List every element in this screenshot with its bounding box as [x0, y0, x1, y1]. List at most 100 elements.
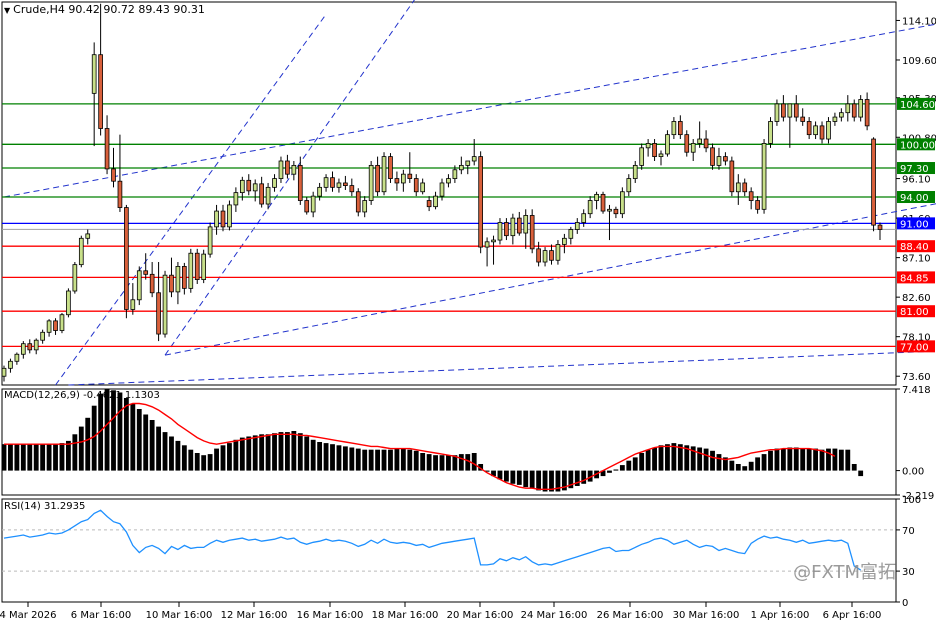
time-tick-label: 12 Mar 16:00 — [221, 610, 288, 621]
macd-bar — [381, 449, 387, 471]
candle-body — [278, 160, 284, 179]
candle-body — [182, 266, 187, 289]
macd-bar — [768, 450, 773, 471]
candle-body — [697, 138, 702, 144]
level-label: 77.00 — [900, 342, 929, 353]
macd-bar — [156, 426, 162, 471]
candle-body — [220, 210, 226, 228]
level-badge — [897, 97, 935, 110]
candle-body — [355, 191, 361, 213]
candle-body — [787, 103, 793, 118]
level-badge — [897, 305, 935, 318]
macd-bar — [355, 448, 361, 471]
macd-bar — [529, 470, 535, 489]
macd-bar — [169, 436, 174, 471]
candle-body — [368, 164, 374, 201]
candle-body — [343, 182, 348, 186]
macd-pane-frame — [1, 388, 897, 496]
macd-bar — [59, 443, 65, 471]
macd-bar — [710, 450, 715, 471]
macd-bar — [497, 470, 503, 480]
macd-bar — [297, 433, 303, 471]
candle-body — [259, 183, 264, 205]
candle-body — [104, 128, 110, 170]
rsi-tick-label: 100 — [902, 495, 921, 506]
macd-bar — [542, 470, 548, 492]
macd-bar — [697, 447, 703, 471]
candle-body — [716, 156, 722, 166]
macd-bar — [652, 447, 657, 471]
candle-body — [388, 156, 393, 179]
macd-bar — [46, 444, 52, 471]
price-pane-frame — [1, 1, 897, 386]
candle-body — [8, 360, 13, 369]
candle-body — [59, 314, 65, 331]
macd-bar — [1, 444, 7, 471]
candle-body — [549, 250, 554, 261]
price-pane[interactable]: 114.10109.60105.30100.8096.1091.6087.108… — [1, 0, 936, 386]
macd-bar — [65, 440, 71, 471]
candle-body — [542, 250, 548, 263]
macd-bar — [420, 452, 426, 471]
macd-bar — [510, 470, 516, 484]
candle-body — [246, 179, 252, 192]
candle-body — [864, 99, 870, 127]
macd-bar — [755, 457, 761, 471]
candle-body — [684, 134, 690, 153]
price-tick-label: 87.10 — [902, 254, 931, 265]
trendline — [164, 0, 415, 356]
candle-body — [381, 156, 387, 193]
macd-bar — [227, 443, 232, 471]
level-label: 104.60 — [900, 100, 935, 111]
macd-bar — [368, 449, 374, 471]
trendline — [3, 23, 936, 198]
candle-body — [265, 186, 271, 205]
candle-body — [304, 200, 310, 213]
macd-bar — [819, 449, 825, 471]
candle-body — [748, 191, 754, 201]
candle-body — [426, 200, 432, 208]
macd-bar — [14, 444, 20, 471]
macd-bar — [53, 444, 58, 471]
candle-body — [46, 320, 52, 333]
macd-bar — [291, 430, 297, 471]
candle-body — [91, 54, 97, 94]
candle-body — [845, 103, 851, 114]
macd-bar — [439, 455, 445, 471]
rsi-pane[interactable]: 100 70 30 0 — [1, 495, 921, 609]
macd-bar — [317, 441, 323, 471]
candle-body — [323, 177, 329, 188]
candle-body — [78, 237, 84, 266]
symbol-label: Crude,H4 — [13, 3, 65, 16]
macd-title: MACD(12,26,9) -0.4621 1.1303 — [4, 390, 160, 401]
macd-pane[interactable]: 7.418 0.00 -2.219 — [1, 385, 935, 502]
macd-bar — [619, 465, 625, 471]
macd-bar — [175, 440, 181, 471]
macd-bar — [716, 454, 722, 471]
candle-body — [169, 274, 174, 293]
macd-bar — [813, 448, 819, 471]
level-label: 100.00 — [900, 140, 935, 151]
candle-body — [458, 164, 464, 171]
candle-body — [497, 222, 503, 241]
candle-body — [336, 182, 342, 188]
macd-bar — [336, 445, 342, 471]
macd-bar — [516, 470, 522, 485]
macd-bar — [491, 470, 496, 477]
macd-bar — [503, 470, 509, 482]
level-label: 88.40 — [900, 242, 929, 253]
candle-body — [143, 270, 149, 275]
macd-bar — [729, 460, 735, 471]
candle-body — [793, 103, 799, 118]
candle-body — [832, 116, 838, 122]
chart-header[interactable]: ▼ Crude,H4 90.42 90.72 89.43 90.31 — [4, 3, 205, 16]
candle-body — [658, 153, 664, 158]
macd-bar — [568, 470, 574, 489]
dropdown-arrow-icon[interactable]: ▼ — [4, 6, 11, 15]
candle-body — [581, 213, 587, 223]
candle-body — [285, 160, 290, 175]
macd-bar — [40, 444, 46, 471]
macd-bar — [735, 463, 741, 471]
